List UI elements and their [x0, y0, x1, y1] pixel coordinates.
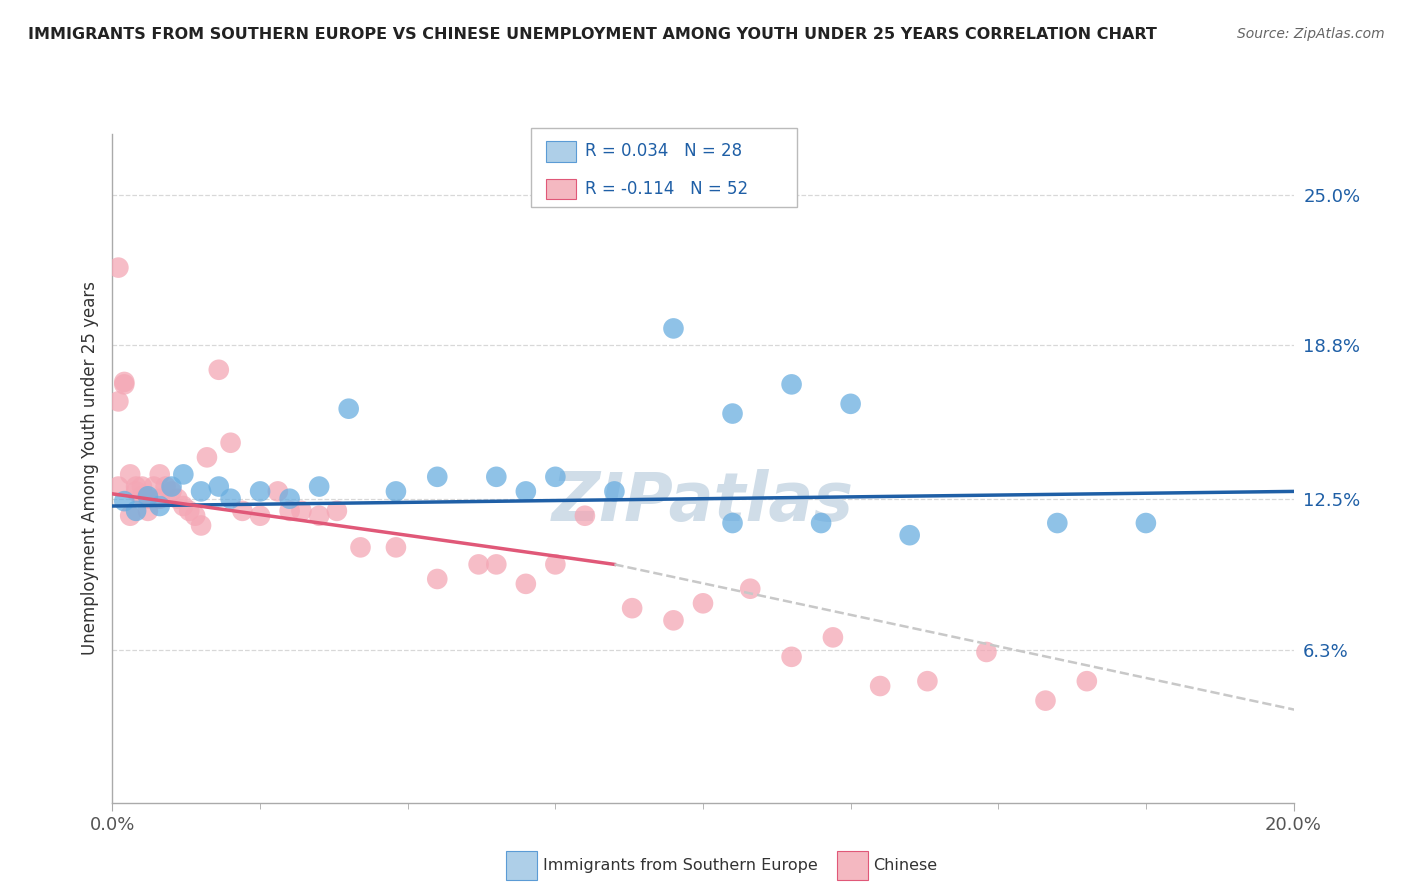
- Point: [467, 558, 489, 572]
- Point: [231, 504, 253, 518]
- Y-axis label: Unemployment Among Youth under 25 years: Unemployment Among Youth under 25 years: [80, 281, 98, 656]
- Point: [326, 504, 349, 518]
- Point: [149, 499, 172, 513]
- Point: [131, 479, 153, 493]
- Point: [136, 504, 159, 518]
- Point: [249, 484, 271, 499]
- Point: [219, 435, 242, 450]
- Text: Source: ZipAtlas.com: Source: ZipAtlas.com: [1237, 27, 1385, 41]
- Point: [120, 508, 142, 523]
- Point: [1076, 674, 1098, 689]
- Point: [810, 516, 832, 530]
- Point: [426, 470, 449, 484]
- Point: [515, 484, 537, 499]
- Point: [112, 494, 135, 508]
- Point: [125, 484, 148, 499]
- Point: [740, 582, 762, 596]
- Point: [976, 645, 998, 659]
- Point: [155, 479, 177, 493]
- Text: R = -0.114   N = 52: R = -0.114 N = 52: [585, 180, 748, 198]
- Point: [107, 394, 129, 409]
- Point: [184, 508, 207, 523]
- Text: ZIPatlas: ZIPatlas: [553, 469, 853, 534]
- Point: [208, 479, 231, 493]
- Point: [780, 649, 803, 664]
- Point: [1035, 693, 1057, 707]
- Point: [219, 491, 242, 506]
- Point: [1135, 516, 1157, 530]
- Point: [917, 674, 939, 689]
- Text: Chinese: Chinese: [873, 858, 938, 872]
- Point: [195, 450, 218, 465]
- Text: Immigrants from Southern Europe: Immigrants from Southern Europe: [543, 858, 817, 872]
- Point: [172, 499, 194, 513]
- Point: [1046, 516, 1069, 530]
- Point: [544, 470, 567, 484]
- Point: [621, 601, 644, 615]
- Point: [385, 484, 408, 499]
- Point: [574, 508, 596, 523]
- Point: [485, 558, 508, 572]
- Point: [149, 467, 172, 482]
- Point: [337, 401, 360, 416]
- Point: [839, 397, 862, 411]
- Point: [120, 467, 142, 482]
- Point: [172, 467, 194, 482]
- Point: [898, 528, 921, 542]
- Point: [349, 541, 371, 555]
- Point: [136, 491, 159, 506]
- Point: [278, 491, 301, 506]
- Point: [166, 491, 188, 506]
- Point: [385, 541, 408, 555]
- Point: [780, 377, 803, 392]
- Point: [267, 484, 290, 499]
- Point: [278, 504, 301, 518]
- Point: [721, 407, 744, 421]
- Point: [515, 577, 537, 591]
- Point: [131, 489, 153, 503]
- Point: [485, 470, 508, 484]
- Point: [290, 504, 312, 518]
- Point: [249, 508, 271, 523]
- Point: [821, 631, 844, 645]
- Point: [662, 613, 685, 627]
- Point: [190, 518, 212, 533]
- Point: [142, 479, 165, 493]
- Point: [544, 558, 567, 572]
- Point: [179, 504, 201, 518]
- Point: [426, 572, 449, 586]
- Point: [112, 377, 135, 392]
- Point: [160, 479, 183, 493]
- Point: [692, 596, 714, 610]
- Point: [149, 491, 172, 506]
- Point: [869, 679, 891, 693]
- Point: [160, 484, 183, 499]
- Point: [125, 479, 148, 493]
- Point: [125, 504, 148, 518]
- Point: [721, 516, 744, 530]
- Point: [136, 489, 159, 503]
- Point: [308, 479, 330, 493]
- Point: [662, 321, 685, 335]
- Point: [112, 375, 135, 389]
- Point: [603, 484, 626, 499]
- Point: [107, 260, 129, 275]
- Point: [190, 484, 212, 499]
- Text: IMMIGRANTS FROM SOUTHERN EUROPE VS CHINESE UNEMPLOYMENT AMONG YOUTH UNDER 25 YEA: IMMIGRANTS FROM SOUTHERN EUROPE VS CHINE…: [28, 27, 1157, 42]
- Point: [308, 508, 330, 523]
- Point: [208, 363, 231, 377]
- Text: R = 0.034   N = 28: R = 0.034 N = 28: [585, 143, 742, 161]
- Point: [107, 479, 129, 493]
